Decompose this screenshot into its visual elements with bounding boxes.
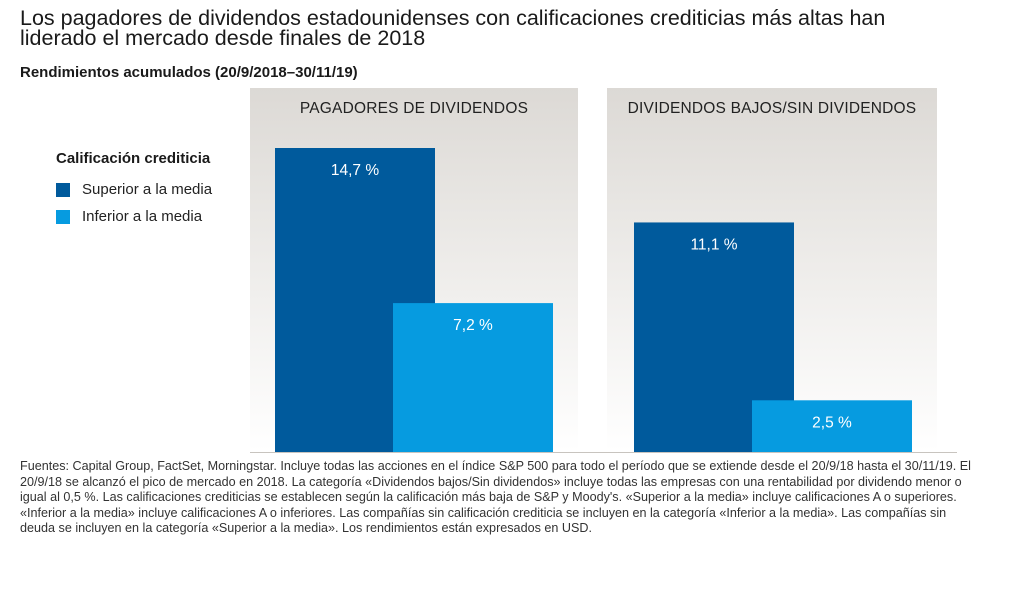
legend-label-below-average: Inferior a la media xyxy=(82,208,203,225)
bar-label-dividend-payers-above-average: 14,7 % xyxy=(331,162,379,179)
footnote: Fuentes: Capital Group, FactSet, Morning… xyxy=(20,459,971,536)
category-label-low-no-dividends: DIVIDENDOS BAJOS/SIN DIVIDENDOS xyxy=(627,100,917,117)
bar-label-low-no-dividends-above-average: 11,1 % xyxy=(690,236,737,253)
legend-swatch-above-average xyxy=(56,182,70,197)
chart-baseline xyxy=(250,452,957,453)
legend-title: Calificación crediticia xyxy=(56,150,211,167)
category-label-dividend-payers: PAGADORES DE DIVIDENDOS xyxy=(299,100,529,117)
bar-low-no-dividends-below-average xyxy=(752,400,912,452)
legend-item-above-average: Superior a la media xyxy=(56,176,212,203)
legend-swatch-below-average xyxy=(56,209,70,224)
legend-item-below-average: Inferior a la media xyxy=(56,203,212,230)
chart-subtitle: Rendimientos acumulados (20/9/2018–30/11… xyxy=(20,64,358,81)
legend-label-above-average: Superior a la media xyxy=(82,181,213,198)
bar-label-low-no-dividends-below-average: 2,5 % xyxy=(812,414,852,431)
bar-dividend-payers-below-average xyxy=(393,303,553,452)
legend: Calificación crediticia Superior a la me… xyxy=(56,150,212,230)
bar-label-dividend-payers-below-average: 7,2 % xyxy=(453,317,493,334)
chart-title: Los pagadores de dividendos estadouniden… xyxy=(20,6,886,50)
